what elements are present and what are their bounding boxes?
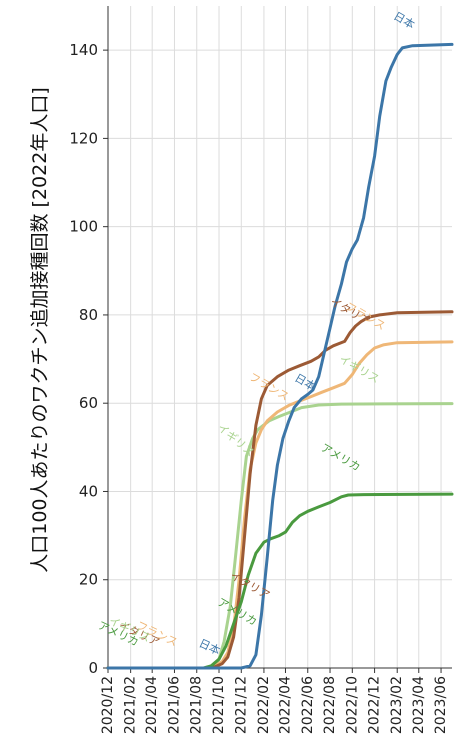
- y-tick-label: 100: [69, 218, 98, 236]
- y-tick-label: 0: [88, 659, 98, 677]
- x-tick-label: 2022/06: [300, 676, 316, 734]
- series-line: [106, 42, 454, 670]
- x-tick-label: 2023/02: [389, 676, 405, 734]
- x-tick-label: 2020/12: [100, 676, 116, 734]
- x-tick-label: 2023/04: [411, 676, 427, 734]
- x-tick-label: 2021/08: [189, 676, 205, 734]
- x-tick-label: 2021/06: [166, 676, 182, 734]
- x-tick-label: 2021/12: [233, 676, 249, 734]
- series-name-label: 日本: [292, 371, 318, 394]
- x-tick-label: 2022/12: [367, 676, 383, 734]
- label-layer: 日本日本日本イタリアイタリアイタリアフランスフランスフランスイギリスイギリスイギ…: [96, 9, 418, 658]
- series-line: [106, 492, 454, 670]
- x-tick-label: 2022/04: [277, 676, 293, 734]
- y-tick-label: 120: [69, 129, 98, 147]
- series-name-label: 日本: [391, 9, 417, 32]
- series-line: [106, 310, 454, 670]
- y-tick-label: 20: [79, 571, 98, 589]
- y-tick-label: 80: [79, 306, 98, 324]
- y-axis-title: 人口100人あたりのワクチン追加接種回数 [2022年人口]: [29, 87, 51, 573]
- x-tick-label: 2021/10: [211, 676, 227, 734]
- axes-layer: 2020/12 2021/02 2021/04 2021/06 2021/08 2021/…: [69, 6, 452, 734]
- x-tick-label: 2021/02: [123, 676, 139, 734]
- y-tick-label: 40: [79, 482, 98, 500]
- series-name-label: フランス: [247, 370, 291, 403]
- y-tick-label: 60: [79, 394, 98, 412]
- x-tick-label: 2022/02: [256, 676, 272, 734]
- x-tick-label: 2022/10: [344, 676, 360, 734]
- x-tick-label: 2021/04: [144, 676, 160, 734]
- series-name-label: アメリカ: [318, 441, 362, 474]
- x-tick-label: 2023/06: [433, 676, 449, 734]
- grid-layer: [107, 6, 452, 669]
- x-tick-label: 2022/08: [322, 676, 338, 734]
- series-layer: [106, 42, 454, 670]
- y-tick-label: 140: [69, 41, 98, 59]
